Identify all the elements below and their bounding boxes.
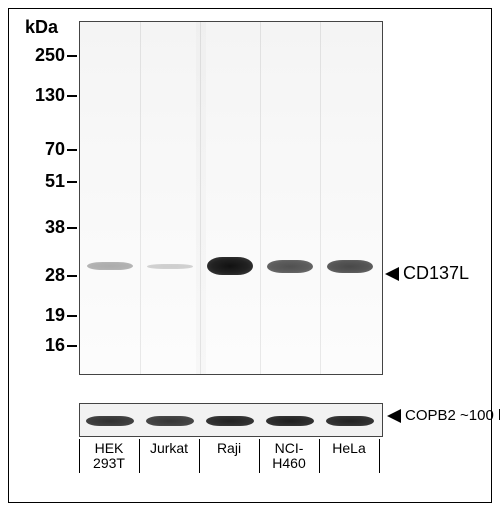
arrow-left-icon [387,409,401,423]
axis-tick: 130 [27,85,77,106]
target-band [87,262,133,270]
tick-mark [67,315,77,317]
lane-label-separator [79,439,80,473]
target-band [207,257,253,275]
lane-label: Jurkat [139,437,199,456]
target-band [267,260,313,273]
lane-label-separator [319,439,320,473]
tick-label: 51 [27,171,65,192]
target-name: CD137L [403,263,469,284]
tick-mark [67,55,77,57]
axis-tick: 16 [27,335,77,356]
loading-control-panel [79,403,383,437]
lane-labels-row: HEK293TJurkatRajiNCI-H460HeLa [79,437,383,493]
axis-tick: 38 [27,217,77,238]
tick-label: 130 [27,85,65,106]
axis-tick: 28 [27,265,77,286]
axis-tick: 70 [27,139,77,160]
tick-label: 250 [27,45,65,66]
lane-separator [200,22,201,374]
tick-mark [67,227,77,229]
axis-tick: 250 [27,45,77,66]
tick-label: 28 [27,265,65,286]
axis-title: kDa [25,17,58,38]
lane-label-separator [199,439,200,473]
arrow-left-icon [385,267,399,281]
lane-label: HeLa [319,437,379,456]
axis-tick: 51 [27,171,77,192]
control-band [206,416,254,426]
tick-mark [67,95,77,97]
tick-label: 19 [27,305,65,326]
tick-mark [67,275,77,277]
control-name: COPB2 ~100 kDa [405,407,500,424]
lane-label-separator [139,439,140,473]
target-band [327,260,373,273]
control-band [146,416,194,426]
lane-label-separator [379,439,380,473]
tick-label: 70 [27,139,65,160]
loading-control-label: COPB2 ~100 kDa [387,407,500,424]
tick-mark [67,345,77,347]
control-band [266,416,314,426]
control-band [326,416,374,426]
axis-tick: 19 [27,305,77,326]
lane-separator [140,22,141,374]
lane-separator [260,22,261,374]
tick-label: 16 [27,335,65,356]
tick-mark [67,149,77,151]
lane-label: NCI-H460 [259,437,319,472]
target-band [147,264,193,269]
control-band [86,416,134,426]
tick-label: 38 [27,217,65,238]
lane-label: HEK293T [79,437,139,472]
main-blot-panel [79,21,383,375]
lane-separator [320,22,321,374]
target-band-label: CD137L [385,263,469,284]
lane-label: Raji [199,437,259,456]
western-blot-figure: kDa 250130705138281916 CD137L COPB2 ~100… [8,8,492,503]
tick-mark [67,181,77,183]
lane-label-separator [259,439,260,473]
